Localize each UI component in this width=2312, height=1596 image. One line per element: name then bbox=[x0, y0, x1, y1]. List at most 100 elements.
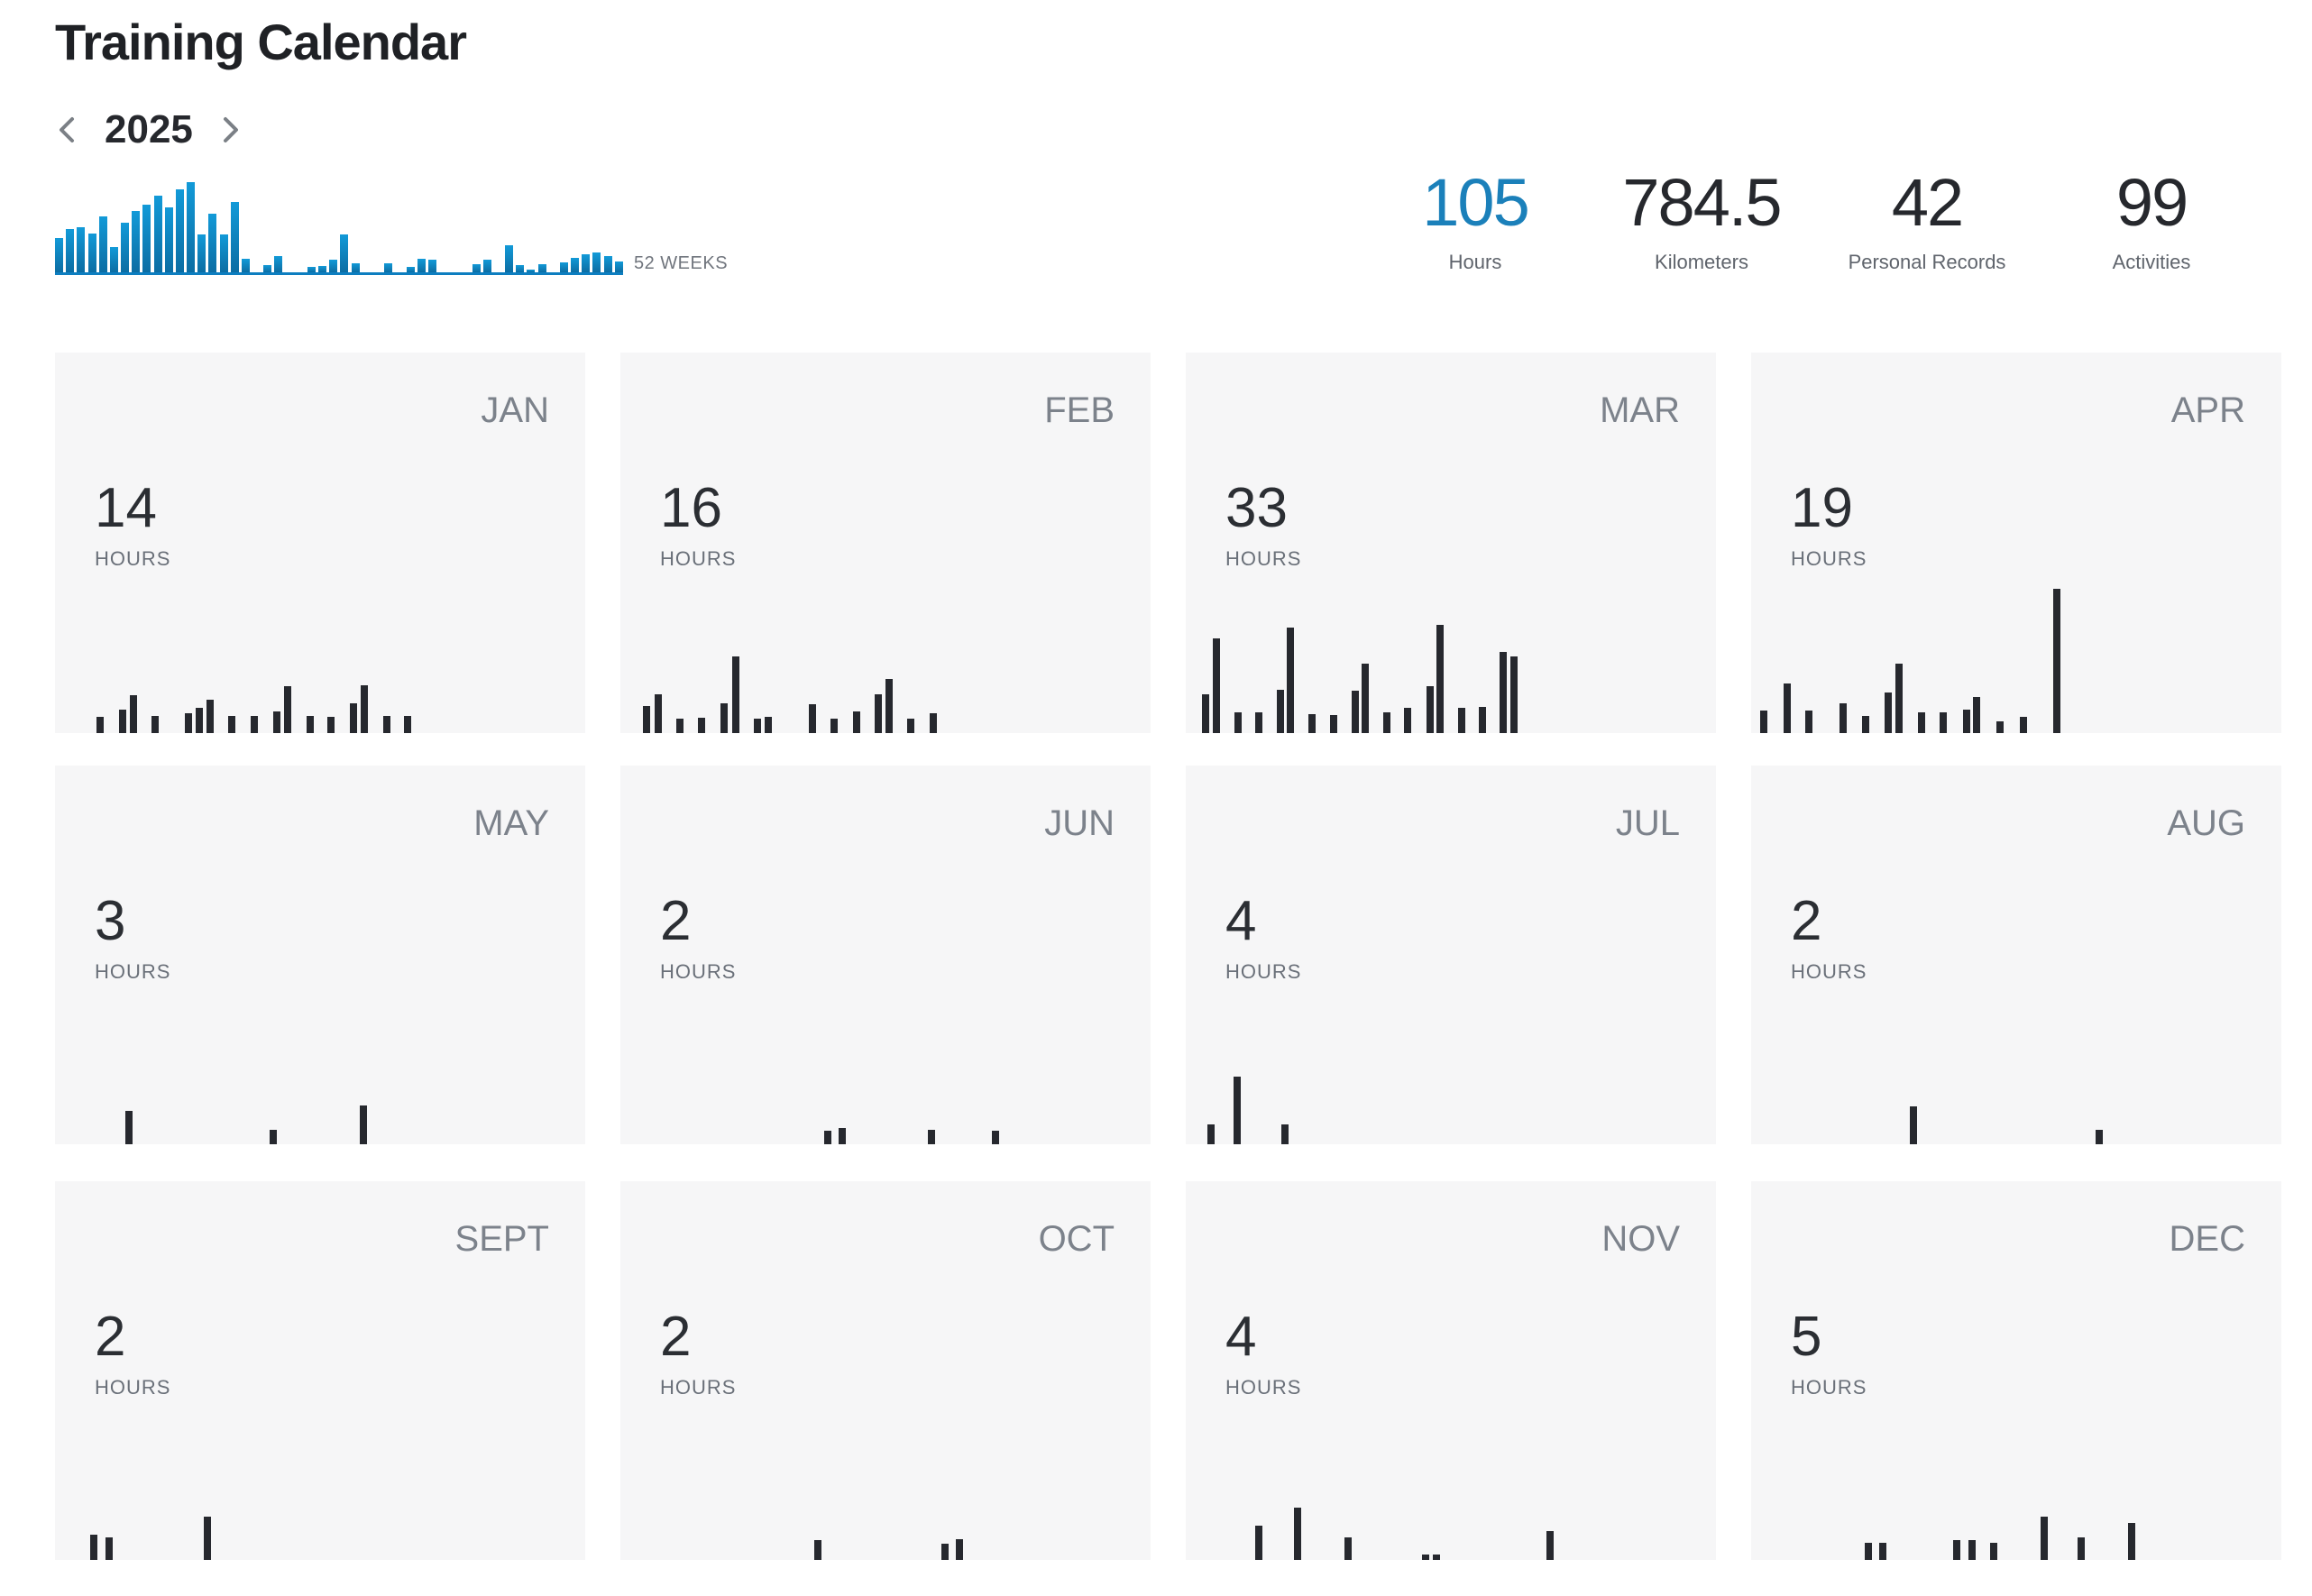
day-bar bbox=[853, 711, 861, 733]
day-bar bbox=[885, 679, 893, 733]
day-bar bbox=[2052, 589, 2060, 733]
weekly-activity-chart: 52 WEEKS bbox=[55, 176, 794, 275]
day-bar bbox=[1479, 707, 1487, 733]
month-hours-value: 4 bbox=[1225, 1306, 1257, 1368]
day-bar bbox=[1202, 694, 1210, 733]
day-bar bbox=[1968, 1540, 1977, 1560]
day-bar bbox=[306, 716, 314, 733]
day-bar bbox=[1280, 1124, 1289, 1144]
day-bar bbox=[1963, 710, 1971, 733]
month-card-nov[interactable]: NOV 4 HOURS bbox=[1186, 1181, 1716, 1560]
month-hours-unit: HOURS bbox=[660, 960, 737, 983]
week-bar bbox=[482, 260, 491, 272]
week-bar bbox=[109, 247, 118, 272]
day-bar bbox=[327, 717, 335, 733]
day-bar bbox=[1344, 1537, 1352, 1560]
month-label: APR bbox=[2170, 390, 2245, 430]
day-bar bbox=[1277, 690, 1285, 733]
week-bar bbox=[55, 238, 63, 272]
page-title: Training Calendar bbox=[55, 14, 467, 70]
month-hours-unit: HOURS bbox=[95, 960, 171, 983]
month-hours-value: 19 bbox=[1791, 477, 1853, 539]
month-card-jan[interactable]: JAN 14 HOURS bbox=[55, 353, 585, 733]
month-daily-bars bbox=[1751, 353, 2281, 733]
month-card-jun[interactable]: JUN 2 HOURS bbox=[620, 766, 1151, 1144]
month-card-dec[interactable]: DEC 5 HOURS bbox=[1751, 1181, 2281, 1560]
week-bar bbox=[87, 234, 96, 272]
stat-kilometers: 784.5 Kilometers bbox=[1622, 170, 1782, 274]
month-card-may[interactable]: MAY 3 HOURS bbox=[55, 766, 585, 1144]
week-bar bbox=[603, 256, 612, 272]
day-bar bbox=[96, 717, 104, 733]
week-bar bbox=[98, 216, 107, 272]
day-bar bbox=[1783, 683, 1791, 733]
month-label: SEPT bbox=[454, 1219, 549, 1259]
month-card-apr[interactable]: APR 19 HOURS bbox=[1751, 353, 2281, 733]
week-bar bbox=[427, 260, 436, 272]
day-bar bbox=[361, 685, 369, 733]
week-bar bbox=[230, 202, 239, 272]
day-bar bbox=[270, 1130, 278, 1144]
day-bar bbox=[907, 719, 915, 733]
week-bar bbox=[340, 234, 349, 272]
stat-label: Kilometers bbox=[1655, 251, 1748, 273]
next-year-button[interactable] bbox=[215, 110, 247, 150]
month-hours-unit: HOURS bbox=[1225, 1376, 1302, 1399]
day-bar bbox=[360, 1105, 368, 1144]
day-bar bbox=[1995, 721, 2004, 733]
month-hours-value: 2 bbox=[95, 1306, 126, 1368]
month-card-aug[interactable]: AUG 2 HOURS bbox=[1751, 766, 2281, 1144]
day-bar bbox=[824, 1131, 832, 1144]
week-bar bbox=[559, 262, 568, 272]
day-bar bbox=[1329, 715, 1337, 733]
month-hours-value: 16 bbox=[660, 477, 722, 539]
week-bar bbox=[351, 263, 360, 272]
week-bar bbox=[406, 267, 415, 272]
week-bar bbox=[208, 214, 217, 272]
weeks-count-label: 52 WEEKS bbox=[634, 253, 729, 273]
day-bar bbox=[697, 718, 705, 733]
day-bar bbox=[1362, 664, 1370, 733]
month-card-jul[interactable]: JUL 4 HOURS bbox=[1186, 766, 1716, 1144]
day-bar bbox=[1255, 1526, 1263, 1560]
week-bar bbox=[153, 196, 162, 272]
month-daily-bars bbox=[1186, 1181, 1716, 1560]
day-bar bbox=[813, 1540, 821, 1560]
month-hours-value: 2 bbox=[660, 890, 692, 952]
day-bar bbox=[875, 694, 883, 733]
month-card-feb[interactable]: FEB 16 HOURS bbox=[620, 353, 1151, 733]
day-bar bbox=[284, 686, 292, 733]
month-card-sept[interactable]: SEPT 2 HOURS bbox=[55, 1181, 585, 1560]
day-bar bbox=[1509, 656, 1518, 733]
month-hours-unit: HOURS bbox=[1225, 960, 1302, 983]
day-bar bbox=[2041, 1517, 2049, 1560]
day-bar bbox=[124, 1111, 133, 1144]
week-bar bbox=[121, 223, 130, 272]
month-hours-value: 4 bbox=[1225, 890, 1257, 952]
month-daily-bars bbox=[1186, 353, 1716, 733]
week-chart-baseline bbox=[55, 272, 623, 275]
day-bar bbox=[928, 1130, 936, 1144]
week-bar bbox=[274, 256, 283, 272]
week-bar bbox=[582, 254, 591, 272]
week-bars bbox=[55, 180, 623, 272]
day-bar bbox=[204, 1517, 212, 1560]
month-card-oct[interactable]: OCT 2 HOURS bbox=[620, 1181, 1151, 1560]
month-label: DEC bbox=[2169, 1219, 2245, 1259]
day-bar bbox=[2096, 1130, 2104, 1144]
month-card-mar[interactable]: MAR 33 HOURS bbox=[1186, 353, 1716, 733]
month-daily-bars bbox=[55, 766, 585, 1144]
day-bar bbox=[675, 719, 684, 733]
previous-year-button[interactable] bbox=[50, 110, 83, 150]
day-bar bbox=[403, 716, 411, 733]
day-bar bbox=[1255, 712, 1263, 733]
week-bar bbox=[219, 234, 228, 272]
stat-value: 99 bbox=[2115, 165, 2188, 240]
week-bar bbox=[77, 227, 86, 272]
day-bar bbox=[2078, 1537, 2086, 1560]
day-bar bbox=[1458, 708, 1466, 733]
day-bar bbox=[119, 710, 127, 733]
day-bar bbox=[1307, 714, 1316, 733]
week-bar bbox=[318, 266, 327, 272]
stat-personal-records: 42 Personal Records bbox=[1849, 170, 2006, 274]
